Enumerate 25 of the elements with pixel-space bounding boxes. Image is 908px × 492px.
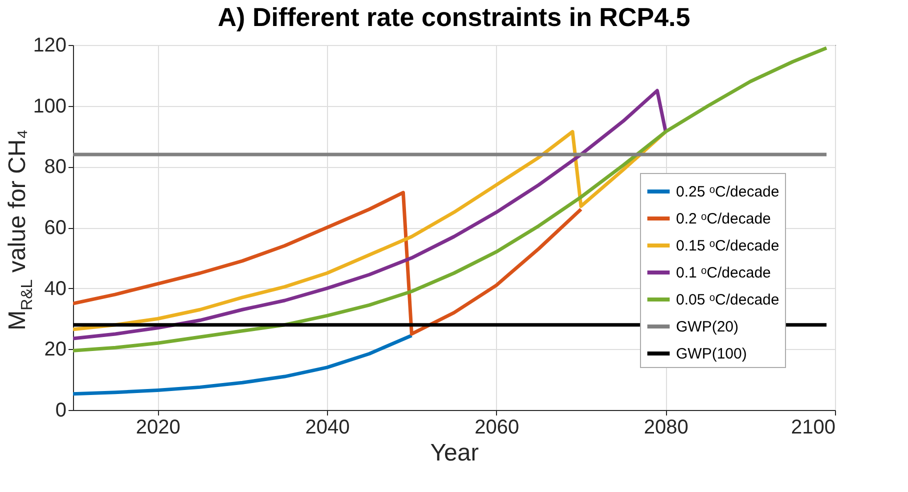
- legend-label: 0.1 ᵒC/decade: [676, 264, 771, 282]
- legend-label: 0.05 ᵒC/decade: [676, 292, 780, 308]
- y-tick-label: 100: [33, 95, 66, 118]
- y-tick-label: 20: [44, 338, 66, 361]
- legend-label: GWP(100): [676, 346, 747, 362]
- x-tick-label: 2100: [791, 416, 836, 438]
- x-tick-label: 2080: [644, 416, 688, 438]
- line-series: [73, 334, 414, 396]
- legend-label: 0.2 ᵒC/decade: [676, 210, 771, 228]
- chart-title: A) Different rate constraints in RCP4.5: [218, 2, 690, 32]
- y-axis-title: MR&L value for CH₄: [4, 129, 36, 330]
- legend-label: 0.15 ᵒC/decade: [676, 238, 780, 254]
- y-tick-label: 60: [44, 217, 66, 239]
- y-tick-label: 40: [44, 278, 66, 300]
- x-tick-label: 2060: [474, 416, 520, 438]
- x-axis-title: Year: [430, 440, 479, 466]
- legend-label: GWP(20): [676, 318, 739, 336]
- legend-label: 0.25 ᵒC/decade: [676, 184, 780, 200]
- x-tick-label: 2020: [136, 416, 180, 438]
- y-tick-label: 120: [33, 34, 66, 56]
- y-tick-label: 0: [55, 400, 66, 422]
- y-tick-label: 80: [44, 156, 66, 178]
- line-series: [73, 88, 668, 340]
- x-tick-label: 2040: [305, 416, 350, 438]
- line-series: [73, 190, 583, 336]
